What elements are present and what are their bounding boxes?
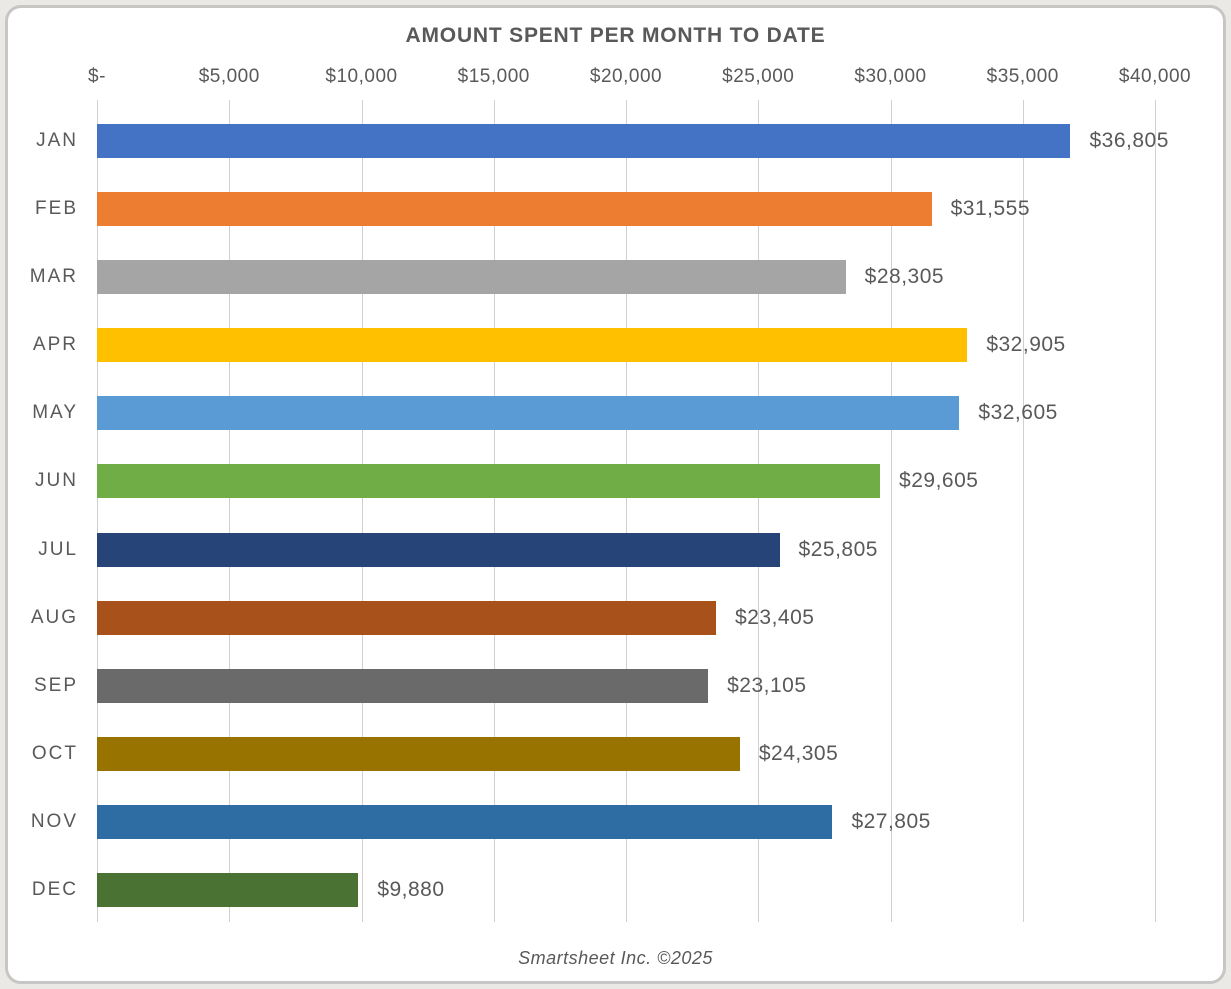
gridline: [626, 100, 627, 922]
bar-apr: [97, 328, 968, 363]
category-label-feb: FEB: [35, 198, 78, 220]
axis-tick-label: $-: [88, 66, 106, 87]
category-label-mar: MAR: [29, 266, 78, 288]
gridline: [229, 100, 231, 922]
gridline: [493, 100, 495, 922]
bar-aug: [97, 600, 717, 635]
axis-tick-label: $10,000: [325, 66, 398, 87]
category-label-apr: APR: [32, 334, 78, 356]
axis-tick-label: $15,000: [457, 66, 530, 87]
bar-dec: [97, 872, 359, 907]
gridline: [1155, 100, 1156, 922]
bar-nov: [97, 804, 833, 839]
value-label-jul: $25,805: [798, 537, 878, 561]
footer-credit: Smartsheet Inc. ©2025: [518, 948, 713, 968]
value-label-dec: $9,880: [377, 877, 445, 901]
value-label-jan: $36,805: [1089, 129, 1169, 152]
bar-oct: [97, 736, 740, 771]
bar-may: [97, 396, 960, 431]
category-label-aug: AUG: [30, 606, 78, 628]
value-label-sep: $23,105: [727, 673, 807, 697]
value-label-feb: $31,555: [950, 197, 1031, 221]
value-label-oct: $24,305: [758, 741, 839, 765]
value-label-nov: $27,805: [851, 809, 931, 833]
bar-jun: [97, 464, 881, 499]
gridline: [1022, 100, 1024, 922]
value-label-may: $32,605: [978, 401, 1058, 425]
value-label-jun: $29,605: [899, 469, 979, 493]
category-label-jan: JAN: [36, 130, 78, 151]
value-label-apr: $32,905: [986, 333, 1066, 357]
gridline: [361, 100, 363, 922]
bar-jul: [97, 532, 780, 567]
axis-tick-label: $5,000: [198, 66, 260, 87]
chart-title: AMOUNT SPENT PER MONTH TO DATE: [405, 24, 826, 47]
gridline: [758, 100, 760, 922]
category-label-jun: JUN: [35, 470, 78, 492]
axis-tick-label: $20,000: [589, 66, 663, 87]
plot-area: $36,805 $31,555 $28,305 $32,905 $32,605 $29,6…: [97, 100, 1168, 922]
category-label-nov: NOV: [30, 810, 78, 832]
category-label-sep: SEP: [33, 674, 78, 696]
category-label-oct: OCT: [31, 742, 78, 764]
bar-feb: [97, 192, 932, 227]
axis-tick-label: $40,000: [1118, 66, 1192, 87]
gridline: [890, 100, 892, 922]
bar-jan: [97, 124, 1071, 158]
category-label-dec: DEC: [31, 878, 78, 900]
value-label-mar: $28,305: [864, 265, 945, 289]
value-label-aug: $23,405: [735, 605, 815, 629]
axis-tick-label: $35,000: [986, 66, 1059, 87]
bar-mar: [97, 260, 846, 295]
axis-tick-label: $25,000: [722, 66, 795, 87]
gridline: [97, 100, 98, 922]
category-label-may: MAY: [32, 402, 78, 424]
bar-sep: [97, 668, 709, 703]
axis-tick-label: $30,000: [854, 66, 927, 87]
category-label-jul: JUL: [38, 538, 78, 560]
